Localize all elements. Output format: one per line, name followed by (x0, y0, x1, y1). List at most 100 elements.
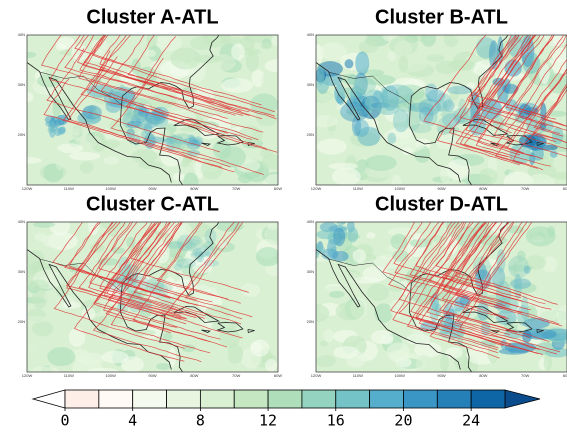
lon-label: 60W (563, 186, 567, 191)
colorbar-under (33, 390, 65, 408)
field-patch (384, 250, 392, 259)
field-patch (316, 355, 336, 367)
field-patch (366, 232, 375, 239)
panel-title: Cluster B-ATL (375, 6, 508, 28)
colorbar-tick-label: 20 (394, 412, 412, 430)
field-patch (35, 233, 47, 241)
lat-label: 30N (307, 269, 314, 274)
field-patch (367, 284, 389, 301)
precip-patch (317, 63, 324, 85)
field-patch (24, 316, 48, 323)
field-patch (189, 326, 204, 347)
lon-label: 120W (311, 373, 322, 378)
field-patch (427, 54, 445, 62)
lat-label: 20N (18, 319, 25, 324)
lat-label: 20N (18, 132, 25, 137)
field-patch (230, 222, 240, 231)
field-patch (32, 321, 53, 337)
lon-label: 100W (105, 373, 116, 378)
precip-patch (205, 229, 217, 244)
field-patch (220, 29, 231, 45)
lon-label: 70W (521, 186, 529, 191)
field-patch (241, 283, 260, 297)
lon-label: 100W (105, 186, 116, 191)
lon-label: 80W (190, 373, 198, 378)
precip-patch (387, 133, 396, 144)
field-patch (525, 174, 555, 195)
field-patch (93, 316, 125, 325)
colorbar-tick-label: 0 (60, 412, 69, 430)
field-patch (193, 55, 222, 64)
precip-patch (489, 40, 499, 69)
field-patch (329, 163, 359, 170)
field-patch (75, 135, 102, 146)
field-patch (219, 345, 229, 359)
lon-label: 60W (274, 186, 282, 191)
colorbar-tick-label: 12 (259, 412, 277, 430)
field-patch (146, 50, 156, 57)
precip-patch (382, 84, 414, 103)
lon-label: 80W (479, 373, 487, 378)
colorbar-tick-label: 4 (128, 412, 137, 430)
lon-label: 60W (274, 373, 282, 378)
field-patch (251, 339, 270, 356)
precip-patch (458, 98, 466, 114)
field-patch (246, 50, 259, 71)
precip-patch (57, 127, 65, 135)
precip-patch (189, 236, 202, 246)
colorbar: 04812162024 (33, 390, 540, 430)
precip-patch (430, 99, 448, 112)
field-patch (33, 222, 55, 228)
lon-label: 90W (148, 373, 156, 378)
field-patch (271, 35, 281, 46)
field-patch (445, 347, 462, 359)
field-patch (80, 161, 94, 173)
field-patch (100, 215, 127, 230)
field-patch (23, 92, 33, 102)
lon-label: 110W (353, 186, 363, 191)
field-patch (313, 130, 343, 139)
precip-patch (355, 51, 369, 75)
lon-label: 90W (437, 186, 445, 191)
field-patch (387, 51, 396, 62)
field-patch (77, 353, 105, 366)
field-patch (156, 363, 170, 370)
field-patch (69, 152, 100, 160)
field-patch (231, 43, 245, 60)
field-patch (261, 72, 270, 90)
field-patch (394, 40, 412, 56)
field-patch (47, 347, 75, 366)
map-panel: Cluster A-ATL40N30N20N120W110W100W90W80W… (13, 0, 289, 194)
field-patch (332, 168, 361, 186)
field-patch (227, 344, 243, 364)
field-patch (399, 55, 408, 72)
lat-label: 40N (18, 219, 25, 224)
precip-patch (373, 91, 382, 102)
lon-label: 110W (64, 186, 74, 191)
colorbar-segment (99, 390, 133, 408)
field-patch (389, 350, 409, 363)
lon-label: 110W (64, 373, 74, 378)
field-patch (375, 358, 389, 373)
lon-label: 80W (479, 186, 487, 191)
colorbar-tick-label: 16 (327, 412, 345, 430)
precip-patch (177, 256, 184, 267)
colorbar-segment (370, 390, 404, 408)
field-patch (333, 346, 359, 359)
lon-label: 60W (563, 373, 567, 378)
colorbar-segment (437, 390, 471, 408)
colorbar-segment (234, 390, 268, 408)
field-patch (260, 43, 272, 50)
field-patch (173, 173, 186, 181)
field-patch (103, 156, 119, 164)
field-patch (317, 139, 347, 155)
field-patch (247, 268, 265, 285)
field-patch (336, 302, 365, 321)
field-patch (90, 243, 104, 253)
field-patch (256, 247, 280, 266)
field-patch (309, 115, 337, 128)
colorbar-segment (302, 390, 336, 408)
precip-patch (352, 77, 376, 93)
field-patch (435, 61, 458, 74)
precip-patch (345, 59, 354, 68)
